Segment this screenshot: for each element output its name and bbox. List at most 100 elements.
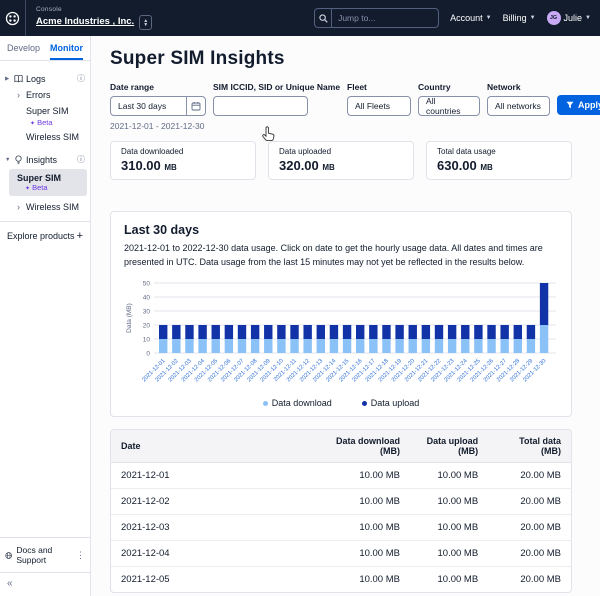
search-input[interactable] (332, 13, 432, 23)
info-icon[interactable]: ⓘ (77, 73, 85, 84)
billing-menu[interactable]: Billing ▼ (503, 13, 536, 23)
chart-legend: Data download Data upload (124, 398, 558, 408)
sidebar-group-insights[interactable]: ▼ Insights ⓘ (0, 151, 90, 168)
legend-dot-download (263, 401, 268, 406)
sidebar-item-label: Wireless SIM (26, 132, 79, 142)
account-menu[interactable]: Account ▼ (450, 13, 491, 23)
tab-develop[interactable]: Develop (7, 36, 40, 60)
account-switcher-button[interactable]: ▲ ▼ (139, 15, 152, 30)
filter-row: Date range Last 30 days 2021-12-01 - 202… (110, 82, 572, 131)
svg-text:40: 40 (143, 294, 151, 301)
sidebar-tabs: Develop Monitor (0, 36, 90, 61)
fleet-value: All Fleets (355, 101, 390, 111)
legend-label-upload: Data upload (371, 398, 420, 408)
sparkle-icon: ✦ (30, 121, 35, 127)
user-menu[interactable]: JG Julie ▼ (547, 11, 591, 25)
legend-item-download[interactable]: Data download (263, 398, 332, 408)
sidebar: Develop Monitor ▶ Logs ⓘ › Errors Super … (0, 36, 91, 596)
explore-products-button[interactable]: Explore products + (0, 222, 90, 250)
sidebar-item-label: Super SIM (17, 173, 61, 183)
chevron-down-icon: ▼ (530, 15, 536, 21)
table-row: 2021-12-0110.00 MB10.00 MB20.00 MB (111, 463, 571, 489)
stat-card-uploaded: Data uploaded 320.00 MB (268, 141, 414, 180)
collapse-icon: « (7, 578, 13, 589)
legend-item-upload[interactable]: Data upload (362, 398, 420, 408)
svg-text:0: 0 (146, 350, 150, 357)
sidebar-item-insights-wireless-sim[interactable]: › Wireless SIM (0, 199, 90, 215)
chevron-right-icon: › (17, 92, 23, 99)
column-header-total: Total data (MB) (488, 430, 571, 463)
jump-to-search[interactable] (314, 8, 439, 28)
country-select[interactable]: All countries (418, 96, 480, 116)
filter-date-range: Date range Last 30 days 2021-12-01 - 202… (110, 82, 206, 131)
sidebar-item-logs-super-sim[interactable]: Super SIM (0, 103, 90, 119)
stat-unit: MB (164, 163, 176, 172)
usage-chart[interactable]: 01020304050Data (MB)2021-12-012021-12-02… (124, 276, 558, 392)
sparkle-icon: ✦ (25, 186, 30, 192)
sim-field-label: SIM ICCID, SID or Unique Name (213, 82, 340, 92)
stat-value: 320.00 (279, 158, 319, 173)
kebab-menu-icon[interactable]: ⋮ (76, 550, 85, 561)
sidebar-item-label: Errors (26, 90, 51, 100)
chevron-right-icon: › (17, 204, 23, 211)
date-range-label: Date range (110, 82, 206, 92)
user-menu-label: Julie (564, 13, 583, 23)
network-value: All networks (495, 101, 541, 111)
docs-and-support-label: Docs and Support (16, 545, 72, 565)
sidebar-item-insights-super-sim-selected[interactable]: Super SIM ✦ Beta (9, 169, 87, 196)
account-menu-label: Account (450, 13, 483, 23)
sidebar-item-label: Logs (26, 74, 46, 84)
sidebar-item-label: Insights (26, 155, 57, 165)
collapse-sidebar-button[interactable]: « (0, 572, 90, 596)
stat-value: 310.00 (121, 158, 161, 173)
filter-network: Network All networks (487, 82, 550, 116)
sidebar-item-label: Super SIM (26, 106, 69, 116)
filter-icon (566, 101, 574, 109)
avatar: JG (547, 11, 561, 25)
logs-icon (14, 74, 23, 83)
calendar-icon[interactable] (186, 97, 205, 115)
svg-text:20: 20 (143, 322, 151, 329)
date-range-select[interactable]: Last 30 days (110, 96, 206, 116)
network-select[interactable]: All networks (487, 96, 550, 116)
date-range-value: Last 30 days (118, 101, 166, 111)
sidebar-item-logs-errors[interactable]: › Errors (0, 87, 90, 103)
sidebar-group-logs[interactable]: ▶ Logs ⓘ (0, 70, 90, 87)
top-nav-bar: Console Acme Industries , Inc. ▲ ▼ Accou… (0, 0, 600, 36)
fleet-select[interactable]: All Fleets (347, 96, 411, 116)
docs-and-support-button[interactable]: Docs and Support ⋮ (0, 537, 90, 572)
network-label: Network (487, 82, 550, 92)
account-name-link[interactable]: Acme Industries , Inc. (36, 17, 134, 27)
usage-table-body: 2021-12-0110.00 MB10.00 MB20.00 MB2021-1… (111, 463, 571, 593)
info-icon[interactable]: ⓘ (77, 154, 85, 165)
stat-label: Data uploaded (279, 147, 403, 156)
svg-text:50: 50 (143, 280, 151, 287)
twilio-logo-icon (5, 11, 20, 26)
twilio-logo[interactable] (0, 0, 26, 36)
usage-chart-card: Last 30 days 2021-12-01 to 2022-12-30 da… (110, 211, 572, 417)
country-value: All countries (426, 96, 472, 116)
stats-row: Data downloaded 310.00 MB Data uploaded … (110, 141, 572, 180)
svg-text:Data (MB): Data (MB) (126, 303, 133, 333)
svg-text:30: 30 (143, 308, 151, 315)
main-content: Super SIM Insights Date range Last 30 da… (91, 36, 600, 596)
chevron-right-icon: ▶ (5, 76, 11, 82)
filter-sim: SIM ICCID, SID or Unique Name (213, 82, 340, 116)
usage-table: Date Data download (MB) Data upload (MB)… (110, 429, 572, 593)
beta-badge: ✦ Beta (9, 183, 87, 192)
filter-country: Country All countries (418, 82, 480, 116)
apply-button[interactable]: Apply (557, 95, 600, 115)
chevron-down-icon: ▼ (486, 15, 492, 21)
chevron-down-icon: ▼ (5, 157, 11, 163)
page-title: Super SIM Insights (110, 48, 572, 70)
legend-dot-upload (362, 401, 367, 406)
table-row: 2021-12-0210.00 MB10.00 MB20.00 MB (111, 489, 571, 515)
sidebar-item-logs-wireless-sim[interactable]: Wireless SIM (0, 129, 90, 145)
table-row: 2021-12-0510.00 MB10.00 MB20.00 MB (111, 567, 571, 593)
stat-label: Data downloaded (121, 147, 245, 156)
sim-input[interactable] (213, 96, 308, 116)
tab-monitor[interactable]: Monitor (50, 36, 83, 60)
sidebar-item-label: Wireless SIM (26, 202, 79, 212)
globe-icon (5, 551, 12, 560)
table-row: 2021-12-0310.00 MB10.00 MB20.00 MB (111, 515, 571, 541)
